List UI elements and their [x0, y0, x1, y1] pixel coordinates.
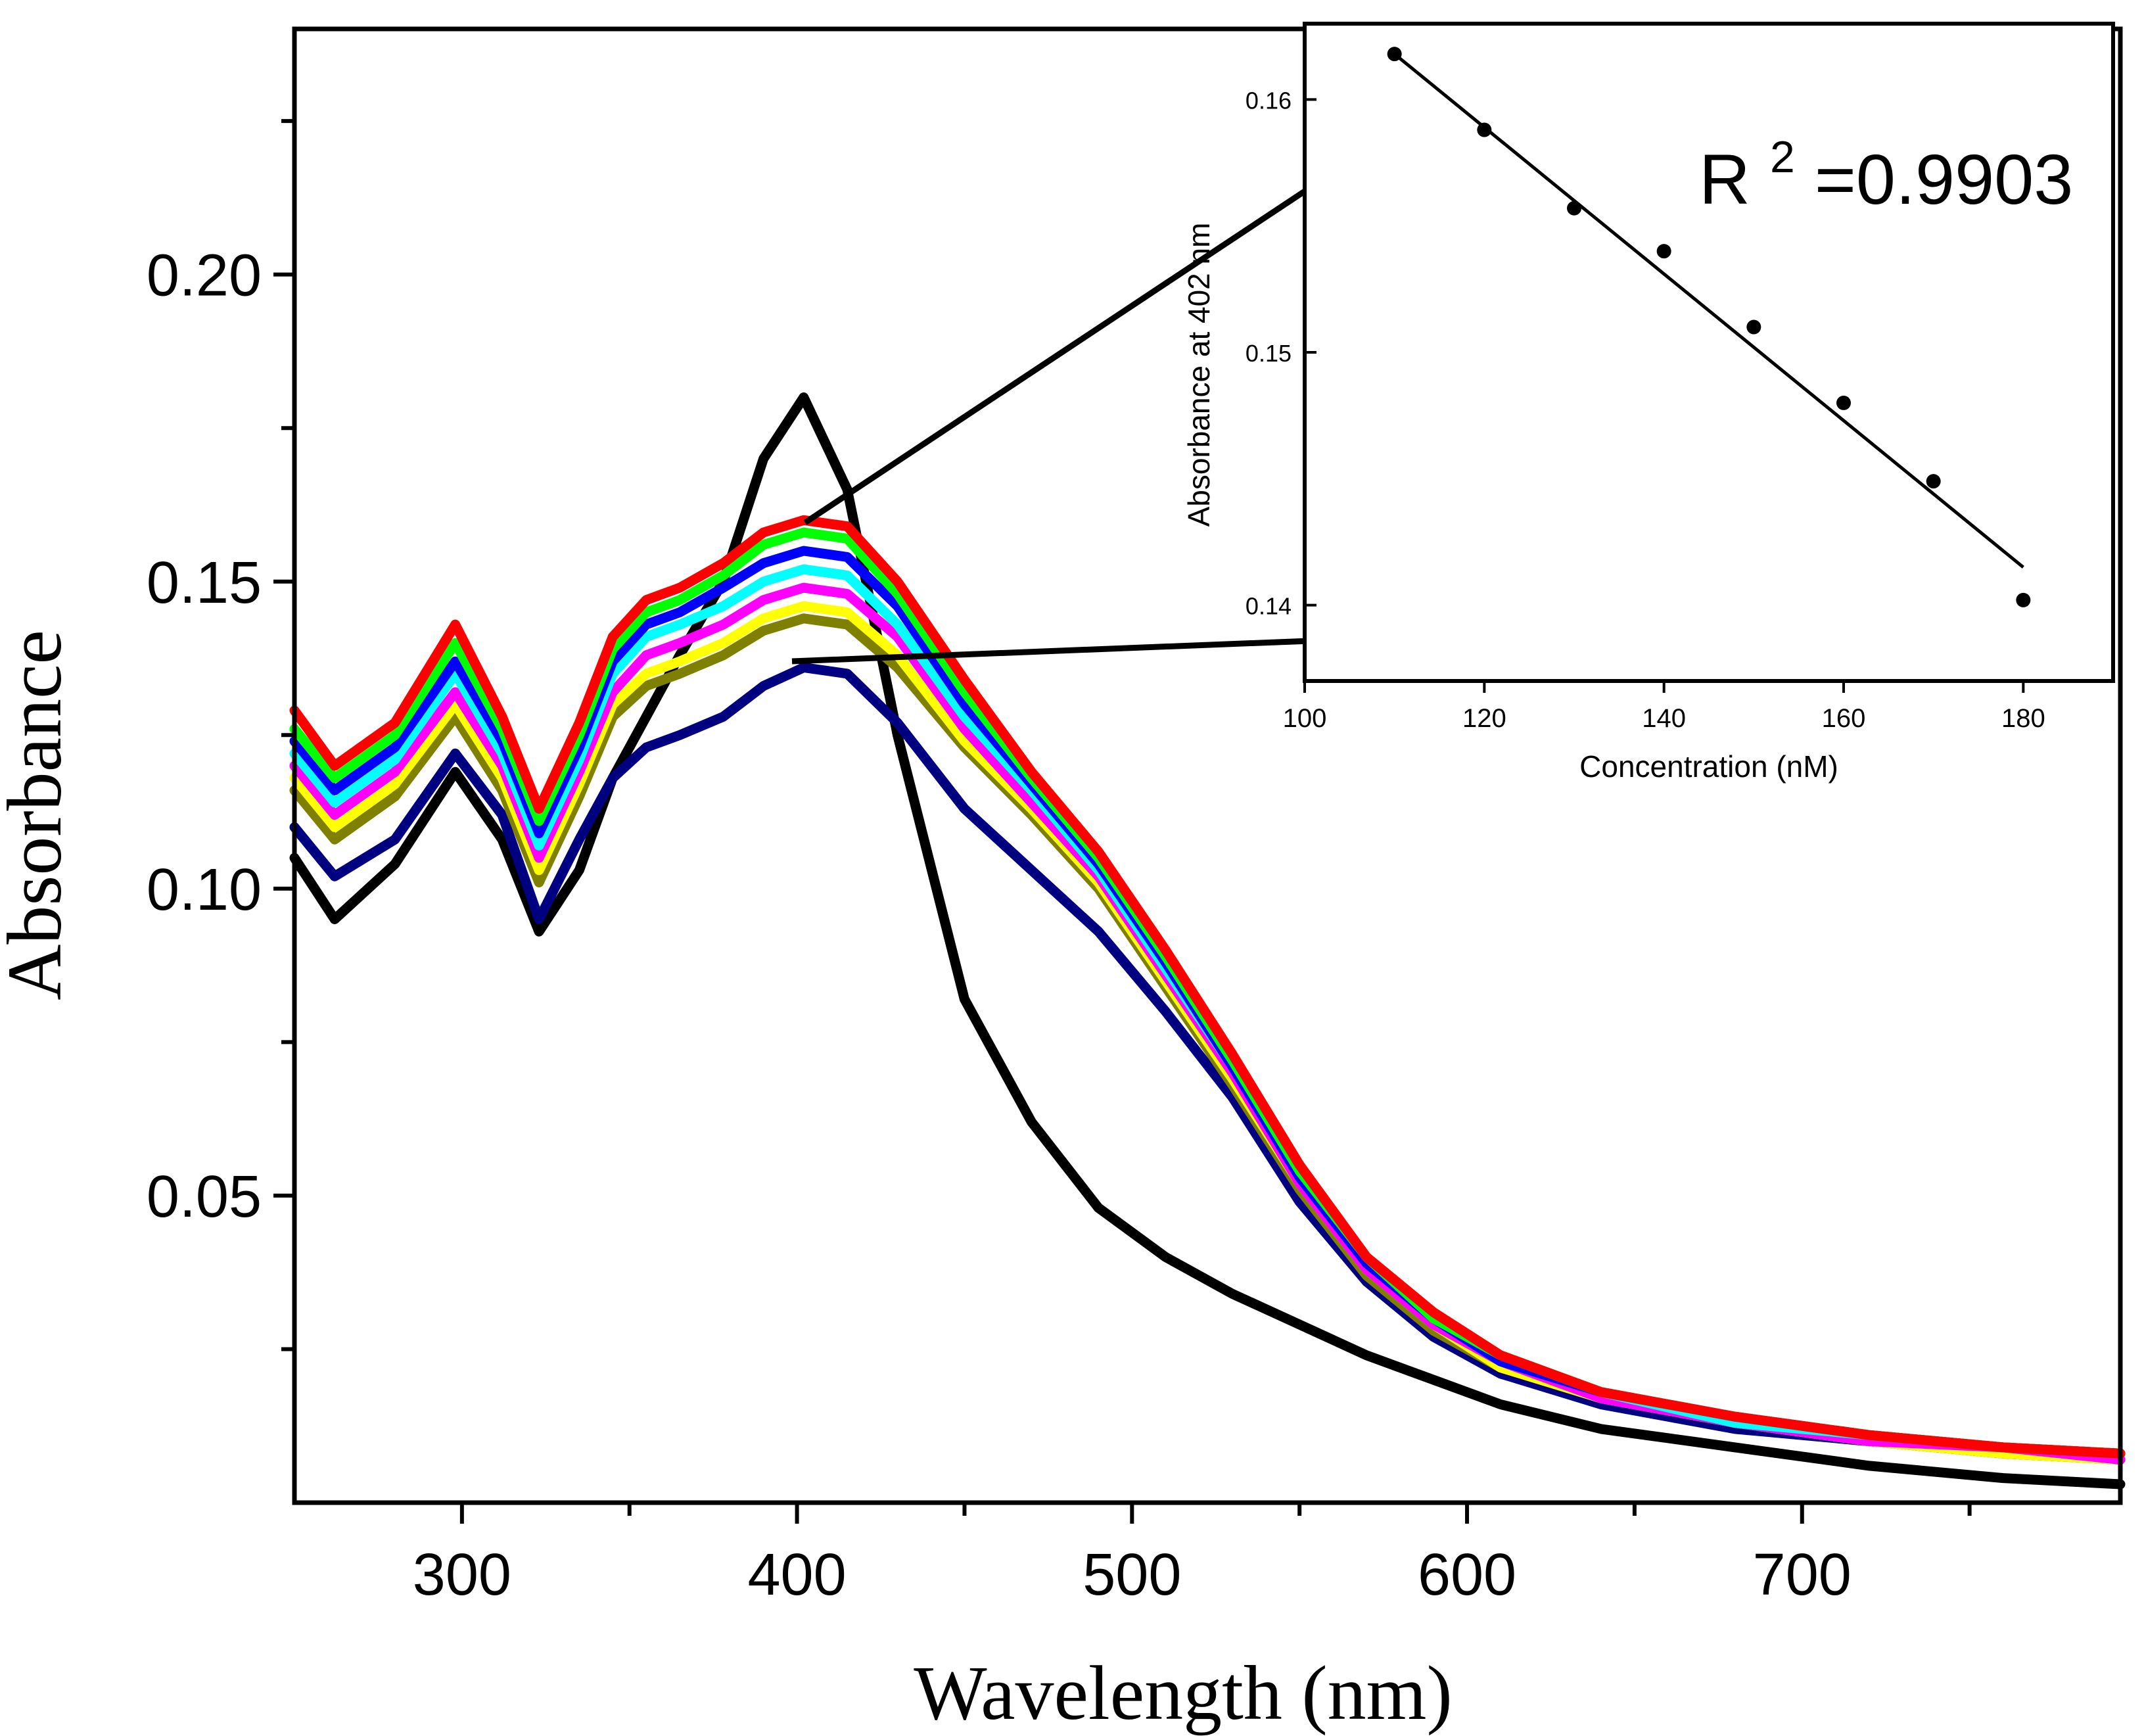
main-chart: 300 400 500 600 700 0.05 0.10 0.15 0.20 Wavelen…	[0, 26, 2126, 1736]
inset-chart: 100 120 140 160 180 0.14 0.15 0.16 Concentrati…	[1182, 22, 2115, 784]
series-line-black	[289, 392, 2126, 1490]
main-y-ticks: 0.05 0.10 0.15 0.20	[147, 119, 294, 1351]
r-squared-value: =0.9903	[1815, 139, 2073, 219]
inset-point-130	[1567, 200, 1581, 216]
inset-x-axis-label: Concentration (nM)	[1579, 749, 1838, 784]
main-y-tick-label-0: 0.05	[147, 1164, 262, 1230]
inset-x-tick-label-120: 120	[1462, 704, 1506, 733]
inset-fit-line	[1393, 53, 2024, 569]
inset-point-150	[1746, 319, 1761, 335]
main-plot-frame	[292, 26, 2123, 1505]
inset-point-140	[1656, 244, 1671, 259]
main-y-tick-label-3: 0.20	[147, 243, 262, 309]
main-x-tick-label-500: 500	[1083, 1542, 1181, 1608]
main-x-tick-label-400: 400	[748, 1542, 847, 1608]
inset-x-tick-label-140: 140	[1642, 704, 1686, 733]
inset-y-tick-label-0: 0.14	[1246, 593, 1292, 620]
main-x-ticks: 300 400 500 600 700	[413, 1503, 1972, 1608]
inset-point-180	[2016, 592, 2031, 607]
arrow-top	[803, 141, 1379, 525]
main-x-tick-label-600: 600	[1418, 1542, 1516, 1608]
main-x-axis-label: Wavelength (nm)	[914, 1650, 1453, 1736]
inset-x-tick-label-180: 180	[2001, 704, 2045, 733]
inset-x-ticks: 100 120 140 160 180	[1283, 681, 2045, 733]
inset-frame	[1303, 22, 2115, 683]
inset-point-170	[1926, 474, 1941, 489]
inset-point-120	[1477, 122, 1492, 137]
main-series-group	[289, 392, 2126, 1490]
inset-point-110	[1387, 47, 1402, 62]
main-y-tick-label-1: 0.10	[147, 857, 262, 923]
inset-y-ticks: 0.14 0.15 0.16	[1246, 87, 1317, 620]
inset-y-axis-label: Absorbance at 402 nm	[1182, 223, 1216, 527]
series-line-navy	[289, 663, 2126, 1465]
main-y-axis-label: Absorbance	[0, 630, 78, 1000]
series-line-red	[289, 515, 2126, 1459]
inset-point-160	[1836, 395, 1851, 410]
r-squared-annotation: R 2 =0.9903	[1699, 108, 2073, 219]
series-line-blue	[289, 546, 2126, 1459]
r-squared-superscript: 2	[1770, 132, 1795, 182]
main-x-tick-label-300: 300	[413, 1542, 511, 1608]
inset-x-tick-label-160: 160	[1822, 704, 1866, 733]
main-x-tick-label-700: 700	[1753, 1542, 1852, 1608]
main-y-tick-label-2: 0.15	[147, 550, 262, 616]
r-squared-r: R	[1699, 139, 1750, 219]
inset-y-tick-label-1: 0.15	[1246, 340, 1292, 367]
inset-x-tick-label-100: 100	[1283, 704, 1327, 733]
inset-y-tick-label-2: 0.16	[1246, 87, 1292, 114]
inset-points	[1387, 47, 2031, 607]
